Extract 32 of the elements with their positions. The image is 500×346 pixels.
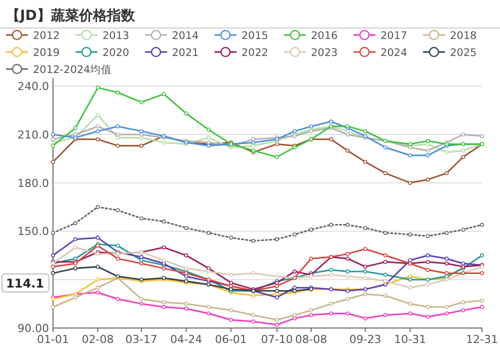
legend-label: 2019 [33,47,60,59]
y-tick-label: 240.0 [18,80,49,94]
legend-label: 2021 [172,47,199,59]
y-tick-label: 210.0 [18,128,49,142]
legend-label: 2012 [33,30,60,42]
chart-title: 【JD】蔬菜价格指数 [6,8,136,24]
text: 114.1 [6,276,44,290]
legend-label: 2017 [380,30,408,42]
legend-label: 2014 [172,30,200,42]
y-tick-label: 90.00 [18,322,49,335]
legend-label: 2020 [102,47,130,59]
x-tick-label: 07-10 [260,333,293,346]
y-tick-label: 150.0 [18,225,49,238]
x-tick-label: 12-31 [466,333,498,346]
legend-label: 2023 [311,47,338,59]
x-tick-label: 04-24 [170,333,202,346]
x-tick-label: 01-01 [37,333,69,346]
legend-label: 2018 [450,30,477,42]
x-tick-label: 09-23 [349,333,382,346]
y-tick-label: 180.0 [18,176,49,190]
legend-label: 2024 [380,47,408,59]
legend-label: 2016 [311,30,338,42]
legend-label: 2022 [242,47,268,59]
x-tick-label: 06-01 [214,333,247,346]
legend-label: 2013 [102,30,130,42]
legend-label: 2015 [242,30,268,42]
x-tick-label: 02-08 [82,333,114,346]
x-tick-label: 03-17 [125,333,158,346]
legend-label: 2025 [450,47,477,59]
x-tick-label: 08-08 [295,333,328,346]
x-tick-label: 10-31 [394,333,426,346]
legend-label: 2012-2024均值 [33,64,112,76]
